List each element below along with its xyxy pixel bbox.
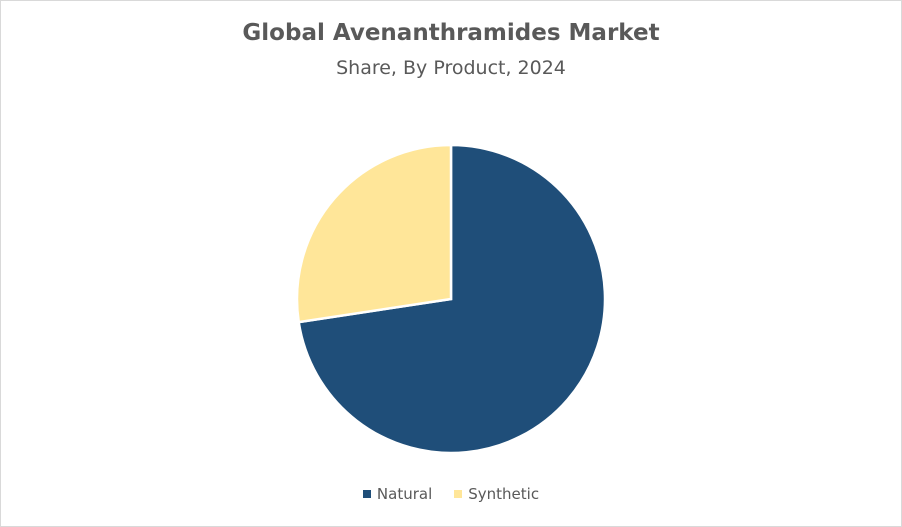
legend-swatch-natural [362, 490, 371, 498]
chart-subtitle: Share, By Product, 2024 [336, 57, 566, 79]
chart-title: Global Avenanthramides Market [242, 20, 660, 46]
legend-swatch-synthetic [454, 490, 463, 498]
pie-slice-synthetic [295, 143, 453, 324]
legend: Natural Synthetic [0, 485, 902, 503]
legend-item-synthetic: Synthetic [454, 485, 539, 503]
legend-label-natural: Natural [376, 485, 433, 503]
legend-label-synthetic: Synthetic [468, 485, 540, 503]
legend-item-natural: Natural [362, 485, 433, 503]
